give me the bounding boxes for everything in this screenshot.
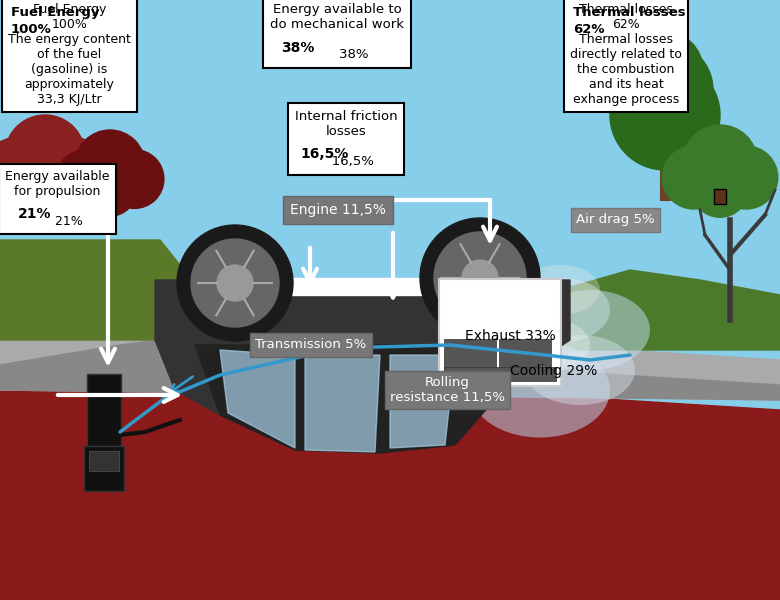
Polygon shape bbox=[305, 355, 380, 452]
Text: 38%: 38% bbox=[282, 41, 314, 55]
Circle shape bbox=[682, 125, 757, 200]
Text: Exhaust 33%: Exhaust 33% bbox=[465, 329, 555, 343]
Polygon shape bbox=[0, 335, 780, 400]
Circle shape bbox=[83, 163, 136, 216]
Text: Fuel Energy
100%
The energy content
of the fuel
(gasoline) is
approximately
33,3: Fuel Energy 100% The energy content of t… bbox=[8, 3, 131, 106]
Circle shape bbox=[217, 265, 253, 301]
Circle shape bbox=[0, 137, 51, 205]
Polygon shape bbox=[390, 355, 455, 448]
Text: Air drag 5%: Air drag 5% bbox=[576, 214, 654, 226]
Circle shape bbox=[105, 149, 164, 208]
Circle shape bbox=[75, 130, 145, 200]
Text: Internal friction
losses

   16,5%: Internal friction losses 16,5% bbox=[295, 110, 398, 168]
Text: Thermal losses
62%
Thermal losses
directly related to
the combustion
and its hea: Thermal losses 62% Thermal losses direct… bbox=[570, 3, 682, 106]
Text: Rolling
resistance 11,5%: Rolling resistance 11,5% bbox=[390, 376, 505, 404]
Ellipse shape bbox=[530, 290, 650, 370]
Circle shape bbox=[420, 218, 540, 338]
Text: 62%: 62% bbox=[573, 23, 604, 36]
Polygon shape bbox=[285, 278, 490, 295]
Polygon shape bbox=[0, 360, 780, 600]
Circle shape bbox=[191, 239, 279, 327]
Polygon shape bbox=[560, 270, 780, 350]
FancyBboxPatch shape bbox=[105, 190, 115, 203]
Circle shape bbox=[15, 152, 76, 214]
Ellipse shape bbox=[520, 265, 600, 315]
Polygon shape bbox=[0, 240, 240, 340]
Circle shape bbox=[56, 149, 115, 208]
Text: Cooling 29%: Cooling 29% bbox=[510, 364, 597, 378]
Polygon shape bbox=[195, 345, 490, 453]
FancyBboxPatch shape bbox=[89, 451, 119, 471]
Text: Energy available to
do mechanical work

        38%: Energy available to do mechanical work 3… bbox=[270, 3, 404, 61]
Circle shape bbox=[610, 60, 720, 170]
FancyBboxPatch shape bbox=[38, 183, 51, 199]
Circle shape bbox=[692, 160, 749, 217]
FancyBboxPatch shape bbox=[444, 367, 556, 381]
Ellipse shape bbox=[470, 343, 610, 437]
Circle shape bbox=[662, 146, 725, 209]
Circle shape bbox=[40, 137, 107, 205]
Circle shape bbox=[617, 42, 713, 138]
FancyBboxPatch shape bbox=[714, 189, 726, 204]
Ellipse shape bbox=[500, 317, 590, 373]
Circle shape bbox=[5, 115, 85, 195]
Text: Engine 11,5%: Engine 11,5% bbox=[290, 203, 386, 217]
Text: 100%: 100% bbox=[11, 23, 51, 36]
Text: Fuel Energy: Fuel Energy bbox=[11, 6, 100, 19]
Text: 16,5%: 16,5% bbox=[301, 147, 349, 161]
FancyBboxPatch shape bbox=[84, 446, 124, 491]
Circle shape bbox=[627, 32, 703, 108]
FancyBboxPatch shape bbox=[439, 279, 561, 386]
Polygon shape bbox=[220, 350, 295, 448]
Ellipse shape bbox=[510, 277, 610, 343]
Polygon shape bbox=[155, 280, 570, 415]
FancyBboxPatch shape bbox=[499, 339, 551, 376]
Polygon shape bbox=[0, 310, 780, 400]
Circle shape bbox=[714, 146, 778, 209]
Circle shape bbox=[434, 232, 526, 324]
Circle shape bbox=[462, 260, 498, 296]
Ellipse shape bbox=[525, 335, 635, 405]
Text: 21%: 21% bbox=[18, 207, 51, 221]
Circle shape bbox=[177, 225, 293, 341]
Text: Energy available
for propulsion

      21%: Energy available for propulsion 21% bbox=[5, 170, 109, 228]
Text: Transmission 5%: Transmission 5% bbox=[255, 338, 367, 352]
FancyBboxPatch shape bbox=[444, 339, 496, 376]
FancyBboxPatch shape bbox=[87, 374, 121, 451]
Text: Thermal losses: Thermal losses bbox=[573, 6, 686, 19]
